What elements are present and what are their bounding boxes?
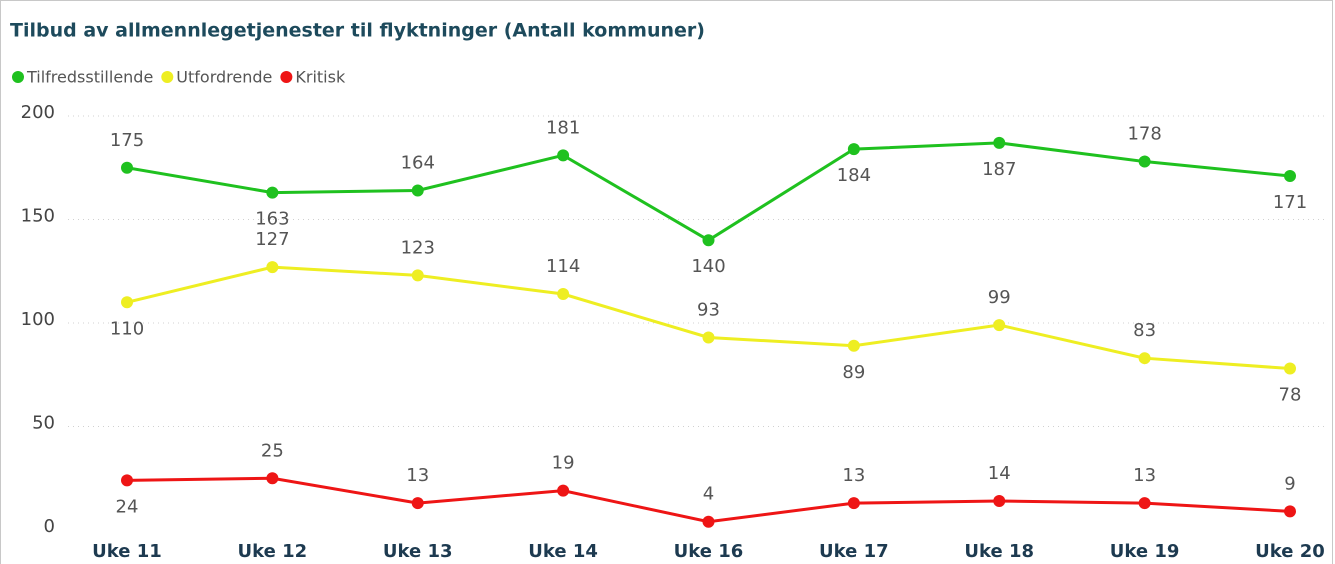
data-point [702,331,715,344]
data-label: 175 [110,130,144,151]
data-point [847,497,860,510]
data-point [411,269,424,282]
data-point [121,161,133,174]
x-tick-label: Uke 11 [92,541,162,562]
data-label: 181 [546,117,580,138]
legend: Tilfredsstillende Utfordrende Kritisk [12,68,346,87]
data-label: 93 [697,299,720,320]
data-label: 83 [1133,320,1156,341]
data-point [266,472,279,485]
data-point [1284,170,1296,183]
data-label: 164 [401,153,435,174]
data-point [993,136,1006,149]
data-point [266,261,279,274]
data-point [702,515,715,528]
data-point [847,143,860,156]
data-label: 14 [988,463,1011,484]
data-label: 140 [691,256,725,277]
x-tick-label: Uke 17 [819,541,889,562]
x-tick-label: Uke 12 [238,541,308,562]
data-point [121,296,133,309]
data-label: 110 [110,318,144,339]
data-label: 171 [1273,192,1307,213]
data-label: 89 [842,362,865,383]
y-tick-label: 150 [21,206,55,227]
data-point [993,495,1006,508]
data-label: 127 [255,229,289,250]
chart-title: Tilbud av allmennlegetjenester til flykt… [10,20,705,42]
x-tick-label: Uke 20 [1255,541,1325,562]
data-point [1138,155,1151,168]
data-point [557,149,570,162]
data-label: 24 [116,496,139,517]
data-label: 114 [546,256,580,277]
y-tick-label: 100 [21,309,55,330]
data-point [1138,352,1151,365]
data-point [411,497,424,510]
data-label: 13 [1133,465,1156,486]
data-label: 99 [988,287,1011,308]
data-point [847,339,860,352]
data-point [993,319,1006,332]
x-tick-label: Uke 14 [528,541,598,562]
legend-marker [161,71,174,83]
legend-label: Utfordrende [176,68,272,87]
data-point [1138,497,1151,510]
x-tick-label: Uke 18 [964,541,1034,562]
x-tick-label: Uke 13 [383,541,453,562]
y-tick-label: 200 [21,102,55,123]
data-point [702,234,715,247]
x-tick-label: Uke 16 [674,541,744,562]
data-label: 178 [1127,124,1161,145]
data-label: 13 [842,465,865,486]
data-point [557,484,570,497]
data-label: 184 [837,165,871,186]
data-point [1284,362,1296,375]
legend-label: Kritisk [295,68,346,87]
y-tick-label: 50 [32,413,55,434]
data-point [411,184,424,197]
data-label: 19 [552,453,575,474]
data-label: 13 [406,465,429,486]
data-label: 9 [1284,473,1295,494]
legend-marker [12,71,24,83]
data-label: 25 [261,440,284,461]
legend-marker [280,71,293,83]
data-point [557,288,570,301]
legend-label: Tilfredsstillende [26,68,153,87]
data-label: 4 [703,484,714,505]
x-tick-label: Uke 19 [1110,541,1180,562]
data-point [1284,505,1296,518]
data-point [266,186,279,199]
data-label: 123 [401,237,435,258]
data-label: 187 [982,159,1016,180]
data-label: 78 [1279,385,1302,406]
data-label: 163 [255,209,289,230]
data-point [121,474,133,487]
y-tick-label: 0 [44,516,55,537]
